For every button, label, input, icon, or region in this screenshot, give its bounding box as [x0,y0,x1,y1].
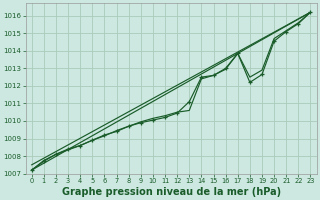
X-axis label: Graphe pression niveau de la mer (hPa): Graphe pression niveau de la mer (hPa) [61,187,281,197]
